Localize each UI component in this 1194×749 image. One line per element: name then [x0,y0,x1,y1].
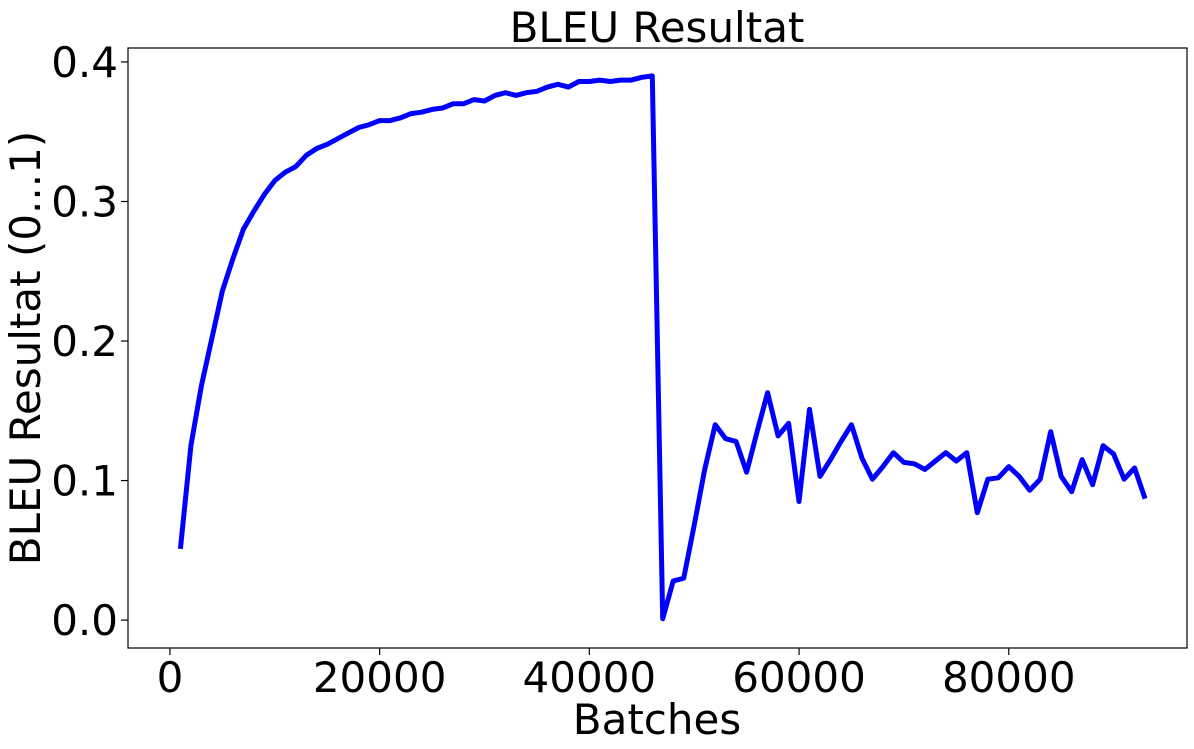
x-tick-label: 0 [157,653,184,702]
y-tick-label: 0.3 [51,177,118,226]
x-tick-label: 80000 [942,653,1076,702]
x-tick-label: 40000 [523,653,657,702]
chart-title: BLEU Resultat [510,3,805,52]
y-tick-label: 0.2 [51,317,118,366]
x-tick-label: 60000 [732,653,866,702]
x-axis-label: Batches [573,695,741,744]
y-axis: 0.0 0.1 0.2 0.3 0.4 [51,38,128,645]
bleu-series-line [177,73,1148,622]
x-tick-label: 20000 [313,653,447,702]
plot-area-frame [127,47,1188,649]
y-tick-label: 0.1 [51,457,118,506]
y-axis-label: BLEU Resultat (0...1) [1,131,50,565]
y-tick-label: 0.0 [51,596,118,645]
y-tick-label: 0.4 [51,38,118,87]
x-axis: 0 20000 40000 60000 80000 [157,648,1076,702]
